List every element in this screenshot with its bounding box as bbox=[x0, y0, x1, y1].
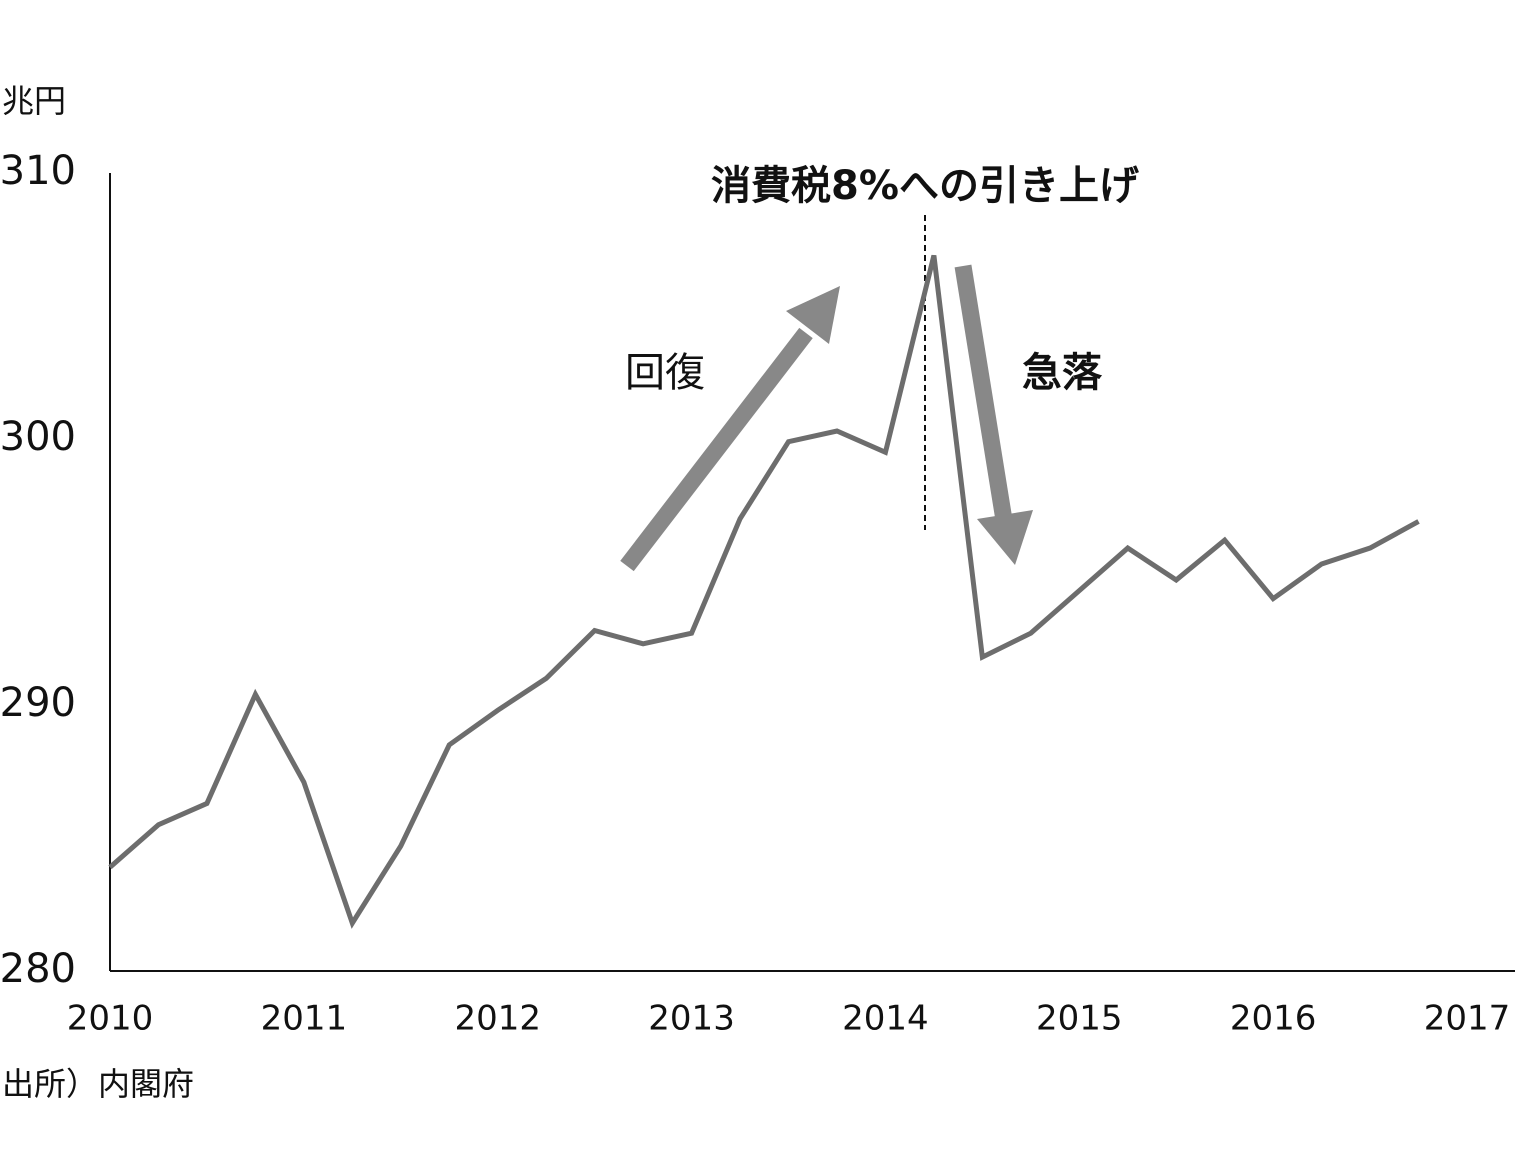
y-tick-label: 280 bbox=[0, 946, 76, 992]
x-tick-label: 2010 bbox=[67, 999, 154, 1039]
y-tick-label: 300 bbox=[0, 414, 76, 460]
down-arrow-head bbox=[977, 510, 1033, 565]
x-tick-label: 2016 bbox=[1230, 999, 1317, 1039]
annotation: 消費税8%への引き上げ bbox=[711, 163, 1139, 209]
annotation-up: 回復 bbox=[625, 350, 705, 396]
annotation-down: 急落 bbox=[1022, 350, 1103, 396]
source: 出所）内閣府 bbox=[2, 1065, 194, 1103]
y-unit-label: 兆円 bbox=[2, 82, 66, 120]
x-tick-label: 2017 bbox=[1424, 999, 1511, 1039]
down-arrow bbox=[954, 264, 1013, 522]
x-tick-label: 2013 bbox=[648, 999, 735, 1039]
y-tick-label: 290 bbox=[0, 680, 76, 726]
x-tick-label: 2015 bbox=[1036, 999, 1123, 1039]
x-tick-label: 2012 bbox=[454, 999, 541, 1039]
up-arrow bbox=[620, 327, 813, 572]
y-tick-label: 310 bbox=[0, 148, 76, 194]
x-tick-label: 2011 bbox=[261, 999, 348, 1039]
x-tick-label: 2014 bbox=[842, 999, 929, 1039]
line bbox=[108, 254, 1420, 929]
up-arrow-head bbox=[786, 286, 840, 344]
